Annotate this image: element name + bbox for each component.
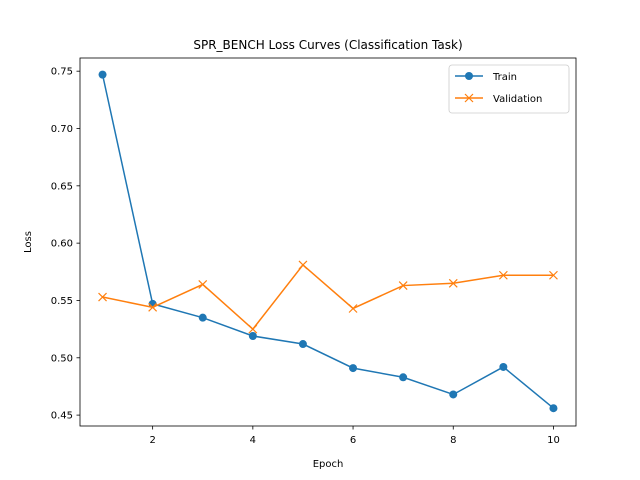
validation-point xyxy=(248,324,258,334)
x-axis-ticks: 2 4 6 8 10 xyxy=(149,426,560,446)
x-tick-label: 2 xyxy=(149,435,155,446)
y-tick-label: 0.55 xyxy=(51,296,73,307)
y-tick-label: 0.70 xyxy=(51,124,73,135)
train-point xyxy=(98,70,107,79)
train-point xyxy=(198,313,207,322)
legend-entry-validation: Validation xyxy=(455,93,542,105)
chart-title: SPR_BENCH Loss Curves (Classification Ta… xyxy=(193,38,462,52)
validation-point xyxy=(148,302,158,312)
legend-label: Validation xyxy=(493,94,542,105)
legend-marker xyxy=(465,72,473,80)
validation-line xyxy=(102,263,554,331)
y-tick-label: 0.75 xyxy=(51,67,73,78)
series-layer xyxy=(98,70,558,413)
legend-entry-train: Train xyxy=(455,72,517,83)
train-point xyxy=(449,390,458,399)
legend: Train Validation xyxy=(448,64,570,114)
y-tick-label: 0.50 xyxy=(51,353,73,364)
train-point xyxy=(549,404,558,413)
train-point xyxy=(399,373,408,382)
validation-point xyxy=(448,278,458,288)
validation-point xyxy=(348,304,358,313)
validation-point xyxy=(549,270,558,280)
x-axis-label: Epoch xyxy=(313,459,344,470)
validation-point xyxy=(98,292,107,302)
x-tick-label: 10 xyxy=(547,435,560,446)
validation-point xyxy=(498,270,508,280)
train-point xyxy=(248,332,257,341)
train-line xyxy=(101,74,554,409)
validation-point xyxy=(298,260,308,270)
y-tick-label: 0.45 xyxy=(51,411,73,422)
legend-label: Train xyxy=(492,72,517,83)
train-point xyxy=(298,340,307,349)
validation-point xyxy=(198,279,208,289)
train-point xyxy=(499,362,508,371)
validation-point xyxy=(398,281,408,290)
train-point xyxy=(349,364,358,373)
y-axis-ticks: 0.45 0.50 0.55 0.60 0.65 0.70 0.75 xyxy=(51,67,80,422)
y-tick-label: 0.65 xyxy=(51,181,73,192)
y-axis-label: Loss xyxy=(23,231,34,253)
plot-frame xyxy=(79,57,577,427)
legend-box xyxy=(448,64,570,114)
x-tick-label: 6 xyxy=(350,435,356,446)
x-tick-label: 4 xyxy=(250,435,256,446)
y-tick-label: 0.60 xyxy=(51,239,73,250)
x-tick-label: 8 xyxy=(450,435,456,446)
